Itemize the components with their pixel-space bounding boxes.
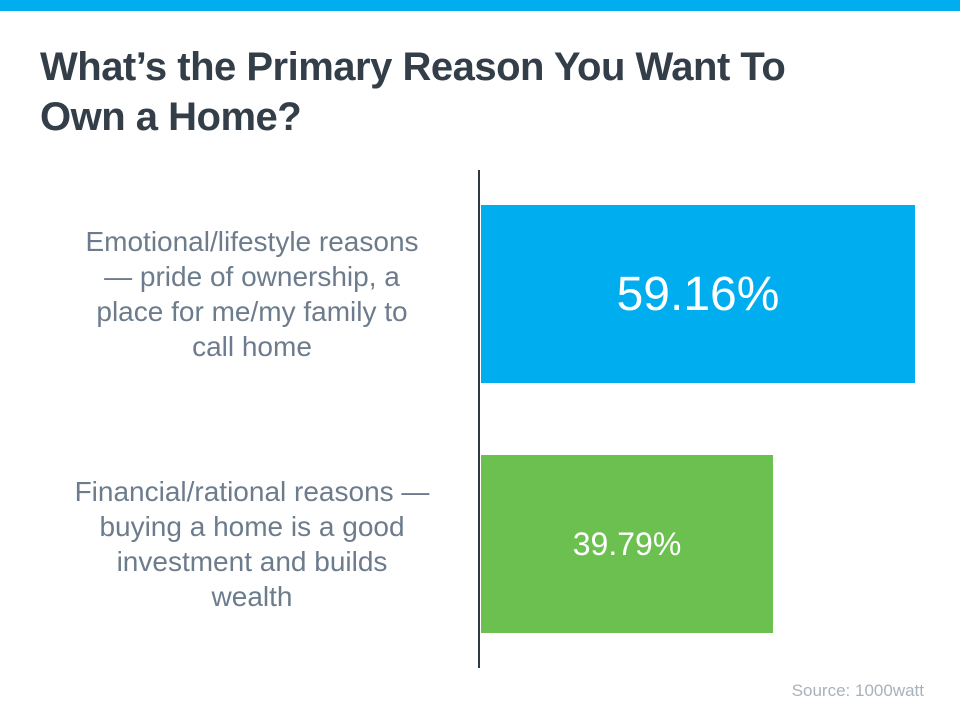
source-attribution: Source: 1000watt (791, 681, 924, 700)
bar-financial: 39.79% (481, 455, 773, 633)
bar-value-label-emotional: 59.16% (616, 267, 780, 321)
top-accent-strip (0, 0, 960, 11)
bar-value-label-financial: 39.79% (572, 525, 682, 562)
category-axis-line (478, 170, 480, 668)
slide-title: What’s the Primary Reason You Want To Ow… (40, 45, 786, 139)
bar-emotional: 59.16% (481, 205, 915, 383)
category-label-financial: Financial/rational reasons — buying a ho… (74, 476, 430, 612)
category-label-emotional: Emotional/lifestyle reasons — pride of o… (85, 226, 419, 362)
